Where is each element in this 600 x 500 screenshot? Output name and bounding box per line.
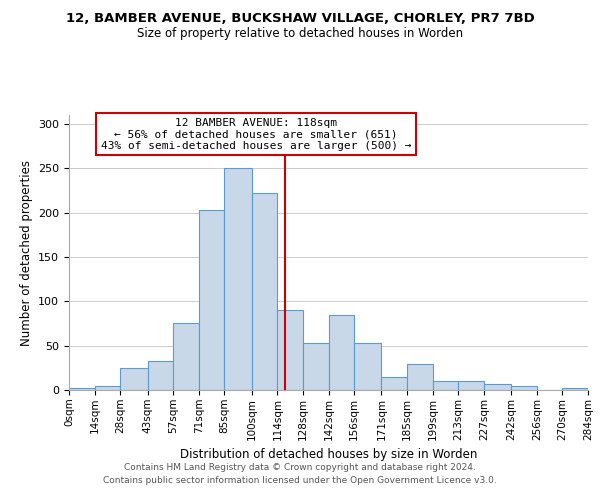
Bar [69,388,95,390]
Bar [511,386,537,390]
Text: 12 BAMBER AVENUE: 118sqm
← 56% of detached houses are smaller (651)
43% of semi-: 12 BAMBER AVENUE: 118sqm ← 56% of detach… [101,118,411,151]
Bar [458,381,484,390]
Bar [252,193,277,390]
Bar [354,343,382,390]
Bar [224,168,252,390]
Bar [562,388,588,390]
Bar [433,381,458,390]
Bar [329,314,354,390]
Bar [484,384,511,390]
Bar [173,324,199,390]
Text: Size of property relative to detached houses in Worden: Size of property relative to detached ho… [137,28,463,40]
Bar [407,364,433,390]
Text: 12, BAMBER AVENUE, BUCKSHAW VILLAGE, CHORLEY, PR7 7BD: 12, BAMBER AVENUE, BUCKSHAW VILLAGE, CHO… [65,12,535,26]
Bar [148,360,173,390]
Text: Contains public sector information licensed under the Open Government Licence v3: Contains public sector information licen… [103,476,497,485]
X-axis label: Distribution of detached houses by size in Worden: Distribution of detached houses by size … [180,448,477,461]
Bar [382,376,407,390]
Text: Contains HM Land Registry data © Crown copyright and database right 2024.: Contains HM Land Registry data © Crown c… [124,464,476,472]
Bar [120,368,148,390]
Y-axis label: Number of detached properties: Number of detached properties [20,160,32,346]
Bar [95,386,120,390]
Bar [303,343,329,390]
Bar [277,310,303,390]
Bar [199,210,224,390]
